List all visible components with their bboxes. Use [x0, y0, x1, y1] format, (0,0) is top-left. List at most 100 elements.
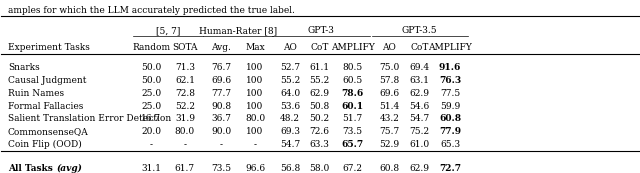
Text: 31.1: 31.1 — [141, 163, 161, 172]
Text: SOTA: SOTA — [172, 43, 198, 52]
Text: 73.5: 73.5 — [211, 163, 231, 172]
Text: -: - — [220, 140, 223, 149]
Text: Ruin Names: Ruin Names — [8, 89, 64, 98]
Text: 52.7: 52.7 — [280, 63, 300, 72]
Text: CommonsenseQA: CommonsenseQA — [8, 127, 88, 136]
Text: GPT-3: GPT-3 — [308, 26, 335, 35]
Text: 63.3: 63.3 — [309, 140, 330, 149]
Text: 60.8: 60.8 — [439, 114, 461, 123]
Text: 52.2: 52.2 — [175, 102, 195, 111]
Text: 55.2: 55.2 — [280, 76, 300, 85]
Text: -: - — [150, 140, 152, 149]
Text: amples for which the LLM accurately predicted the true label.: amples for which the LLM accurately pred… — [8, 6, 294, 15]
Text: Causal Judgment: Causal Judgment — [8, 76, 86, 85]
Text: 69.6: 69.6 — [211, 76, 231, 85]
Text: 61.0: 61.0 — [410, 140, 429, 149]
Text: 25.0: 25.0 — [141, 89, 161, 98]
Text: All Tasks: All Tasks — [8, 163, 52, 172]
Text: Random: Random — [132, 43, 170, 52]
Text: 43.2: 43.2 — [380, 114, 399, 123]
Text: 77.9: 77.9 — [439, 127, 461, 136]
Text: Human-Rater [8]: Human-Rater [8] — [199, 26, 277, 35]
Text: 77.5: 77.5 — [440, 89, 460, 98]
Text: Snarks: Snarks — [8, 63, 40, 72]
Text: 76.3: 76.3 — [439, 76, 461, 85]
Text: 69.4: 69.4 — [410, 63, 429, 72]
Text: 31.9: 31.9 — [175, 114, 195, 123]
Text: 56.8: 56.8 — [280, 163, 300, 172]
Text: 60.8: 60.8 — [380, 163, 399, 172]
Text: Coin Flip (OOD): Coin Flip (OOD) — [8, 140, 81, 149]
Text: CoT: CoT — [410, 43, 429, 52]
Text: 48.2: 48.2 — [280, 114, 300, 123]
Text: 50.8: 50.8 — [309, 102, 330, 111]
Text: 96.6: 96.6 — [245, 163, 265, 172]
Text: 100: 100 — [246, 63, 264, 72]
Text: 61.7: 61.7 — [175, 163, 195, 172]
Text: 75.2: 75.2 — [410, 127, 429, 136]
Text: 51.7: 51.7 — [342, 114, 363, 123]
Text: 73.5: 73.5 — [342, 127, 363, 136]
Text: 100: 100 — [246, 89, 264, 98]
Text: 75.0: 75.0 — [380, 63, 399, 72]
Text: 62.1: 62.1 — [175, 76, 195, 85]
Text: 25.0: 25.0 — [141, 102, 161, 111]
Text: AMPLIFY: AMPLIFY — [428, 43, 472, 52]
Text: 75.7: 75.7 — [380, 127, 399, 136]
Text: 50.0: 50.0 — [141, 63, 161, 72]
Text: 64.0: 64.0 — [280, 89, 300, 98]
Text: 52.9: 52.9 — [380, 140, 399, 149]
Text: 72.7: 72.7 — [439, 163, 461, 172]
Text: 65.3: 65.3 — [440, 140, 460, 149]
Text: 76.7: 76.7 — [211, 63, 231, 72]
Text: 16.7: 16.7 — [141, 114, 161, 123]
Text: Avg.: Avg. — [211, 43, 231, 52]
Text: AMPLIFY: AMPLIFY — [331, 43, 374, 52]
Text: 62.9: 62.9 — [410, 163, 429, 172]
Text: AO: AO — [283, 43, 297, 52]
Text: 36.7: 36.7 — [211, 114, 231, 123]
Text: 80.0: 80.0 — [175, 127, 195, 136]
Text: 80.0: 80.0 — [245, 114, 265, 123]
Text: 67.2: 67.2 — [342, 163, 362, 172]
Text: 20.0: 20.0 — [141, 127, 161, 136]
Text: 71.3: 71.3 — [175, 63, 195, 72]
Text: Salient Translation Error Detection: Salient Translation Error Detection — [8, 114, 171, 123]
Text: 78.6: 78.6 — [341, 89, 364, 98]
Text: 72.6: 72.6 — [309, 127, 330, 136]
Text: 50.0: 50.0 — [141, 76, 161, 85]
Text: (avg): (avg) — [57, 163, 83, 173]
Text: 50.2: 50.2 — [309, 114, 330, 123]
Text: 100: 100 — [246, 102, 264, 111]
Text: CoT: CoT — [310, 43, 328, 52]
Text: AO: AO — [383, 43, 396, 52]
Text: 62.9: 62.9 — [410, 89, 429, 98]
Text: GPT-3.5: GPT-3.5 — [402, 26, 438, 35]
Text: 91.6: 91.6 — [439, 63, 461, 72]
Text: [5, 7]: [5, 7] — [156, 26, 180, 35]
Text: 55.2: 55.2 — [309, 76, 330, 85]
Text: 100: 100 — [246, 76, 264, 85]
Text: 59.9: 59.9 — [440, 102, 460, 111]
Text: Formal Fallacies: Formal Fallacies — [8, 102, 83, 111]
Text: 61.1: 61.1 — [309, 63, 330, 72]
Text: 54.6: 54.6 — [410, 102, 429, 111]
Text: 60.5: 60.5 — [342, 76, 363, 85]
Text: 54.7: 54.7 — [410, 114, 429, 123]
Text: 53.6: 53.6 — [280, 102, 300, 111]
Text: Experiment Tasks: Experiment Tasks — [8, 43, 90, 52]
Text: 72.8: 72.8 — [175, 89, 195, 98]
Text: 57.8: 57.8 — [380, 76, 399, 85]
Text: 51.4: 51.4 — [380, 102, 399, 111]
Text: 54.7: 54.7 — [280, 140, 300, 149]
Text: 69.6: 69.6 — [380, 89, 399, 98]
Text: -: - — [253, 140, 257, 149]
Text: 58.0: 58.0 — [309, 163, 330, 172]
Text: 90.0: 90.0 — [211, 127, 231, 136]
Text: 65.7: 65.7 — [341, 140, 364, 149]
Text: -: - — [184, 140, 186, 149]
Text: 69.3: 69.3 — [280, 127, 300, 136]
Text: 80.5: 80.5 — [342, 63, 363, 72]
Text: 100: 100 — [246, 127, 264, 136]
Text: 77.7: 77.7 — [211, 89, 231, 98]
